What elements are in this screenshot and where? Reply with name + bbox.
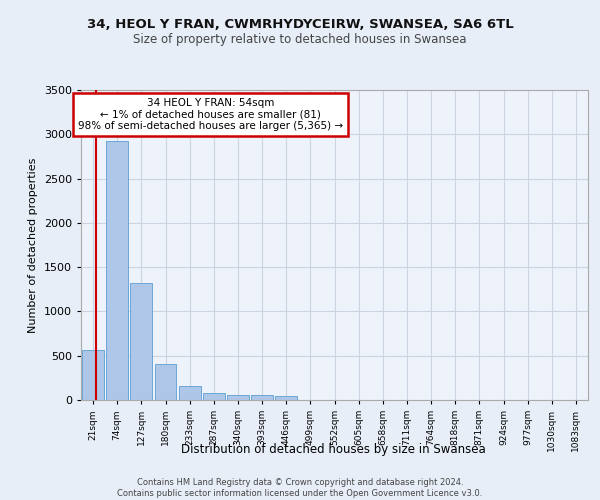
Text: 34 HEOL Y FRAN: 54sqm
← 1% of detached houses are smaller (81)
98% of semi-detac: 34 HEOL Y FRAN: 54sqm ← 1% of detached h… — [78, 98, 343, 131]
Y-axis label: Number of detached properties: Number of detached properties — [28, 158, 38, 332]
Bar — [106, 142, 128, 400]
Bar — [82, 350, 104, 400]
Bar — [155, 364, 176, 400]
Bar — [251, 395, 273, 400]
Text: Size of property relative to detached houses in Swansea: Size of property relative to detached ho… — [133, 32, 467, 46]
Bar — [179, 386, 200, 400]
Text: Distribution of detached houses by size in Swansea: Distribution of detached houses by size … — [181, 442, 485, 456]
Bar — [275, 396, 297, 400]
Text: 34, HEOL Y FRAN, CWMRHYDYCEIRW, SWANSEA, SA6 6TL: 34, HEOL Y FRAN, CWMRHYDYCEIRW, SWANSEA,… — [86, 18, 514, 30]
Text: Contains HM Land Registry data © Crown copyright and database right 2024.
Contai: Contains HM Land Registry data © Crown c… — [118, 478, 482, 498]
Bar — [203, 393, 224, 400]
Bar — [227, 394, 249, 400]
Bar — [130, 283, 152, 400]
